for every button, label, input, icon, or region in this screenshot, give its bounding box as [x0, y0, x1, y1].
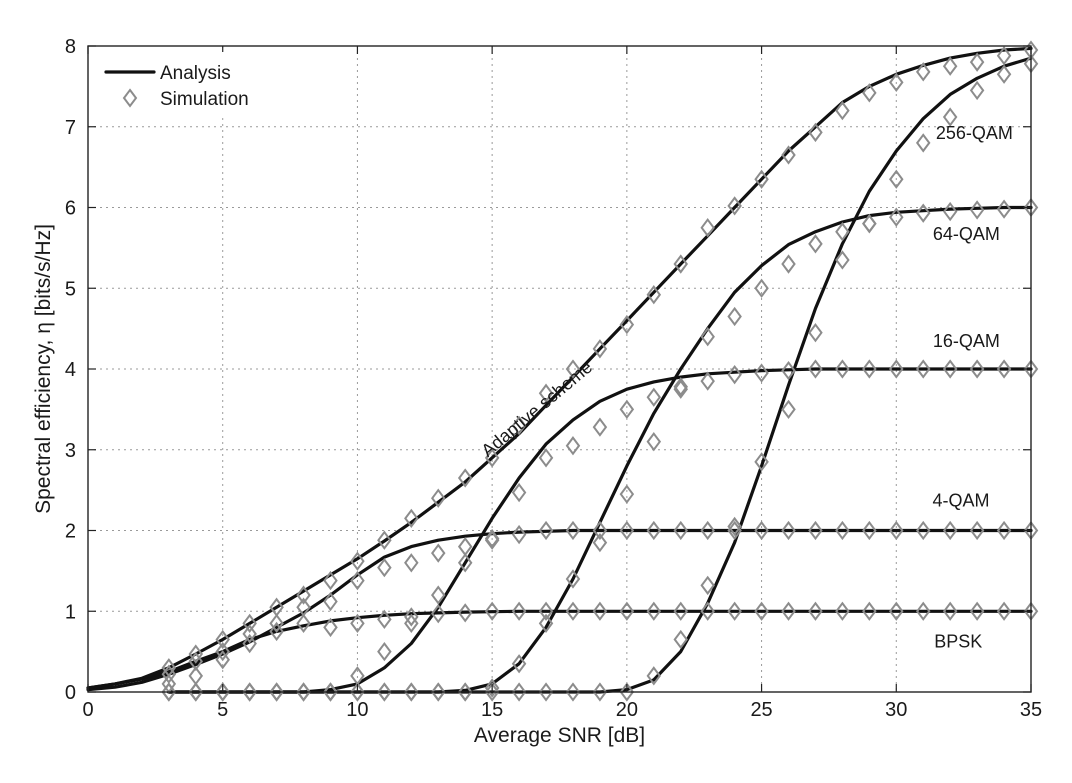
curve-annotations: 256-QAM64-QAM16-QAM4-QAMBPSKAdaptive sch… [477, 123, 1012, 652]
simulation-point [567, 438, 579, 454]
analysis-curves [88, 48, 1031, 692]
simulation-point [971, 54, 983, 70]
x-tick-label: 5 [217, 699, 228, 721]
simulation-point [809, 325, 821, 341]
simulation-point [783, 401, 795, 417]
simulation-point [378, 644, 390, 660]
simulation-point [648, 389, 660, 405]
x-tick-label: 0 [82, 699, 93, 721]
simulation-point [621, 401, 633, 417]
curve-annotation: 4-QAM [932, 490, 989, 510]
y-axis-title: Spectral efficiency, η [bits/s/Hz] [32, 224, 55, 514]
curve-annotation: 256-QAM [936, 123, 1013, 143]
curve-annotation: BPSK [934, 632, 982, 652]
simulation-point [378, 560, 390, 576]
y-tick-label: 1 [65, 601, 76, 623]
y-tick-label: 5 [65, 278, 76, 300]
x-tick-label: 15 [481, 699, 503, 721]
spectral-efficiency-chart: 0 5 10 15 20 25 30 35 0 1 2 3 4 5 6 7 8 256-QAM 64-QAM 16-… [0, 0, 1072, 778]
legend-analysis-label: Analysis [160, 63, 231, 84]
chart-container: 0 5 10 15 20 25 30 35 0 1 2 3 4 5 6 7 8 256-QAM 64-QAM 16-… [0, 0, 1072, 778]
y-tick-label: 7 [65, 117, 76, 139]
x-tick-label: 25 [750, 699, 772, 721]
simulation-point [621, 486, 633, 502]
simulation-point [594, 419, 606, 435]
y-tick-label: 2 [65, 521, 76, 543]
simulation-point [756, 365, 768, 381]
simulation-point [944, 204, 956, 220]
x-axis-title: Average SNR [dB] [474, 724, 645, 747]
simulation-point [513, 527, 525, 543]
legend: Analysis Simulation [94, 52, 264, 118]
curve-annotation: 16-QAM [933, 331, 1000, 351]
y-tick-label: 0 [65, 682, 76, 704]
y-tick-label: 6 [65, 198, 76, 220]
y-tick-label: 3 [65, 440, 76, 462]
simulation-point [540, 450, 552, 466]
y-tick-label: 4 [65, 359, 76, 381]
simulation-point [432, 545, 444, 561]
simulation-point [298, 615, 310, 631]
simulation-point [971, 82, 983, 98]
simulation-point [648, 434, 660, 450]
legend-simulation-label: Simulation [160, 89, 249, 110]
simulation-point [783, 256, 795, 272]
x-tick-label: 35 [1020, 699, 1042, 721]
x-tick-label: 30 [885, 699, 907, 721]
simulation-point [917, 135, 929, 151]
x-tick-label: 20 [616, 699, 638, 721]
x-tick-label: 10 [346, 699, 368, 721]
curve-annotation: 64-QAM [933, 224, 1000, 244]
simulation-point [405, 555, 417, 571]
simulation-point [459, 539, 471, 555]
simulation-point [809, 236, 821, 252]
y-tick-label: 8 [65, 36, 76, 58]
simulation-point [729, 309, 741, 325]
